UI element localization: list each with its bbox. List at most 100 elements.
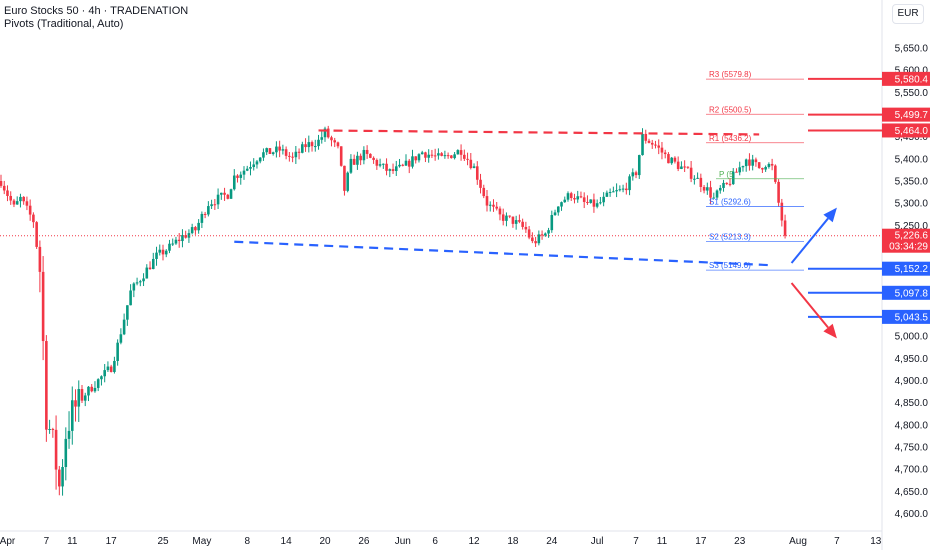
candle-body — [592, 199, 596, 207]
arrow-head — [823, 323, 837, 339]
candle-body — [680, 166, 683, 169]
candle-body — [644, 133, 648, 141]
candle-body — [15, 201, 19, 205]
candle-body — [488, 204, 492, 206]
candle-body — [313, 146, 317, 148]
candle-body — [116, 342, 119, 361]
candle-body — [369, 153, 372, 158]
candle-body — [9, 195, 13, 201]
candle-body — [621, 188, 625, 190]
candle-body — [411, 156, 414, 167]
candle-body — [187, 233, 191, 238]
candle-body — [774, 165, 777, 182]
candle-body — [540, 234, 544, 236]
candle-body — [615, 190, 618, 192]
candle-body — [203, 213, 207, 215]
candle-body — [657, 145, 661, 148]
candle-body — [32, 214, 35, 223]
candle-body — [683, 166, 686, 168]
candle-body — [706, 187, 709, 191]
candle-body — [430, 154, 434, 156]
candle-body — [226, 194, 230, 199]
candle-body — [0, 181, 3, 186]
time-tick-label: 6 — [432, 536, 438, 547]
candle-body — [41, 271, 45, 342]
candle-body — [268, 148, 272, 154]
time-tick-label: Aug — [789, 536, 807, 547]
candle-body — [456, 150, 460, 155]
candle-body — [576, 196, 580, 200]
time-tick-label: 14 — [281, 536, 293, 547]
candle-body — [200, 213, 204, 223]
candle-body — [171, 243, 175, 245]
candle-body — [501, 214, 505, 221]
candle-body — [320, 137, 324, 140]
time-tick-label: 17 — [695, 536, 707, 547]
candle-body — [650, 142, 654, 145]
candle-body — [764, 166, 767, 170]
candle-body — [346, 172, 349, 191]
price-tick-label: 4,850.0 — [895, 398, 929, 409]
candle-body — [38, 246, 42, 272]
candle-body — [155, 252, 158, 259]
candle-body — [641, 133, 644, 156]
candle-body — [718, 187, 722, 191]
candle-body — [207, 206, 210, 215]
candle-body — [459, 150, 463, 155]
candle-body — [767, 163, 771, 167]
candle-body — [475, 166, 479, 180]
key-level-tag — [882, 261, 930, 276]
candle-body — [689, 167, 693, 179]
candle-body — [80, 389, 84, 401]
candle-body — [255, 161, 259, 165]
time-tick-label: 18 — [507, 536, 519, 547]
candle-body — [702, 186, 706, 191]
candle-body — [139, 281, 142, 283]
candle-body — [359, 155, 362, 161]
candle-body — [537, 234, 541, 244]
candle-body — [521, 221, 524, 227]
candle-body — [213, 204, 217, 206]
candle-body — [735, 171, 738, 173]
candle-body — [356, 155, 359, 165]
key-level-label: 5,097.8 — [895, 288, 929, 299]
price-tick-label: 5,300.0 — [895, 199, 929, 210]
candle-body — [275, 146, 278, 153]
candle-body — [770, 163, 774, 166]
candle-body — [463, 154, 466, 159]
time-tick-label: 8 — [244, 536, 250, 547]
candle-body — [177, 239, 181, 242]
candle-body — [25, 201, 29, 206]
arrow-shaft — [790, 217, 829, 264]
candle-body — [58, 469, 61, 487]
time-tick-label: 26 — [358, 536, 370, 547]
candle-body — [586, 201, 589, 203]
bearish-arrow — [790, 282, 837, 339]
indicator-legend[interactable]: Pivots (Traditional, Auto) — [4, 18, 124, 30]
candle-body — [407, 160, 411, 167]
time-tick-label: 11 — [657, 536, 668, 547]
candle-body — [365, 149, 369, 154]
candle-body — [618, 189, 622, 191]
candle-body — [262, 152, 265, 158]
candle-body — [602, 196, 605, 203]
price-tick-label: 4,600.0 — [895, 509, 929, 520]
candle-body — [712, 197, 716, 199]
candle-body — [229, 189, 233, 199]
candle-body — [556, 206, 560, 213]
candle-body — [663, 152, 667, 155]
price-tick-label: 5,000.0 — [895, 332, 929, 343]
candle-body — [288, 155, 291, 157]
candle-body — [738, 167, 742, 173]
candle-body — [553, 212, 557, 216]
currency-button[interactable]: EUR — [892, 4, 924, 24]
time-tick-label: May — [192, 536, 211, 547]
candle-body — [90, 386, 94, 392]
candle-body — [498, 208, 502, 215]
candle-body — [164, 250, 168, 255]
candle-body — [417, 154, 421, 161]
candle-body — [761, 168, 764, 170]
candle-body — [453, 154, 456, 159]
candle-body — [660, 147, 664, 153]
